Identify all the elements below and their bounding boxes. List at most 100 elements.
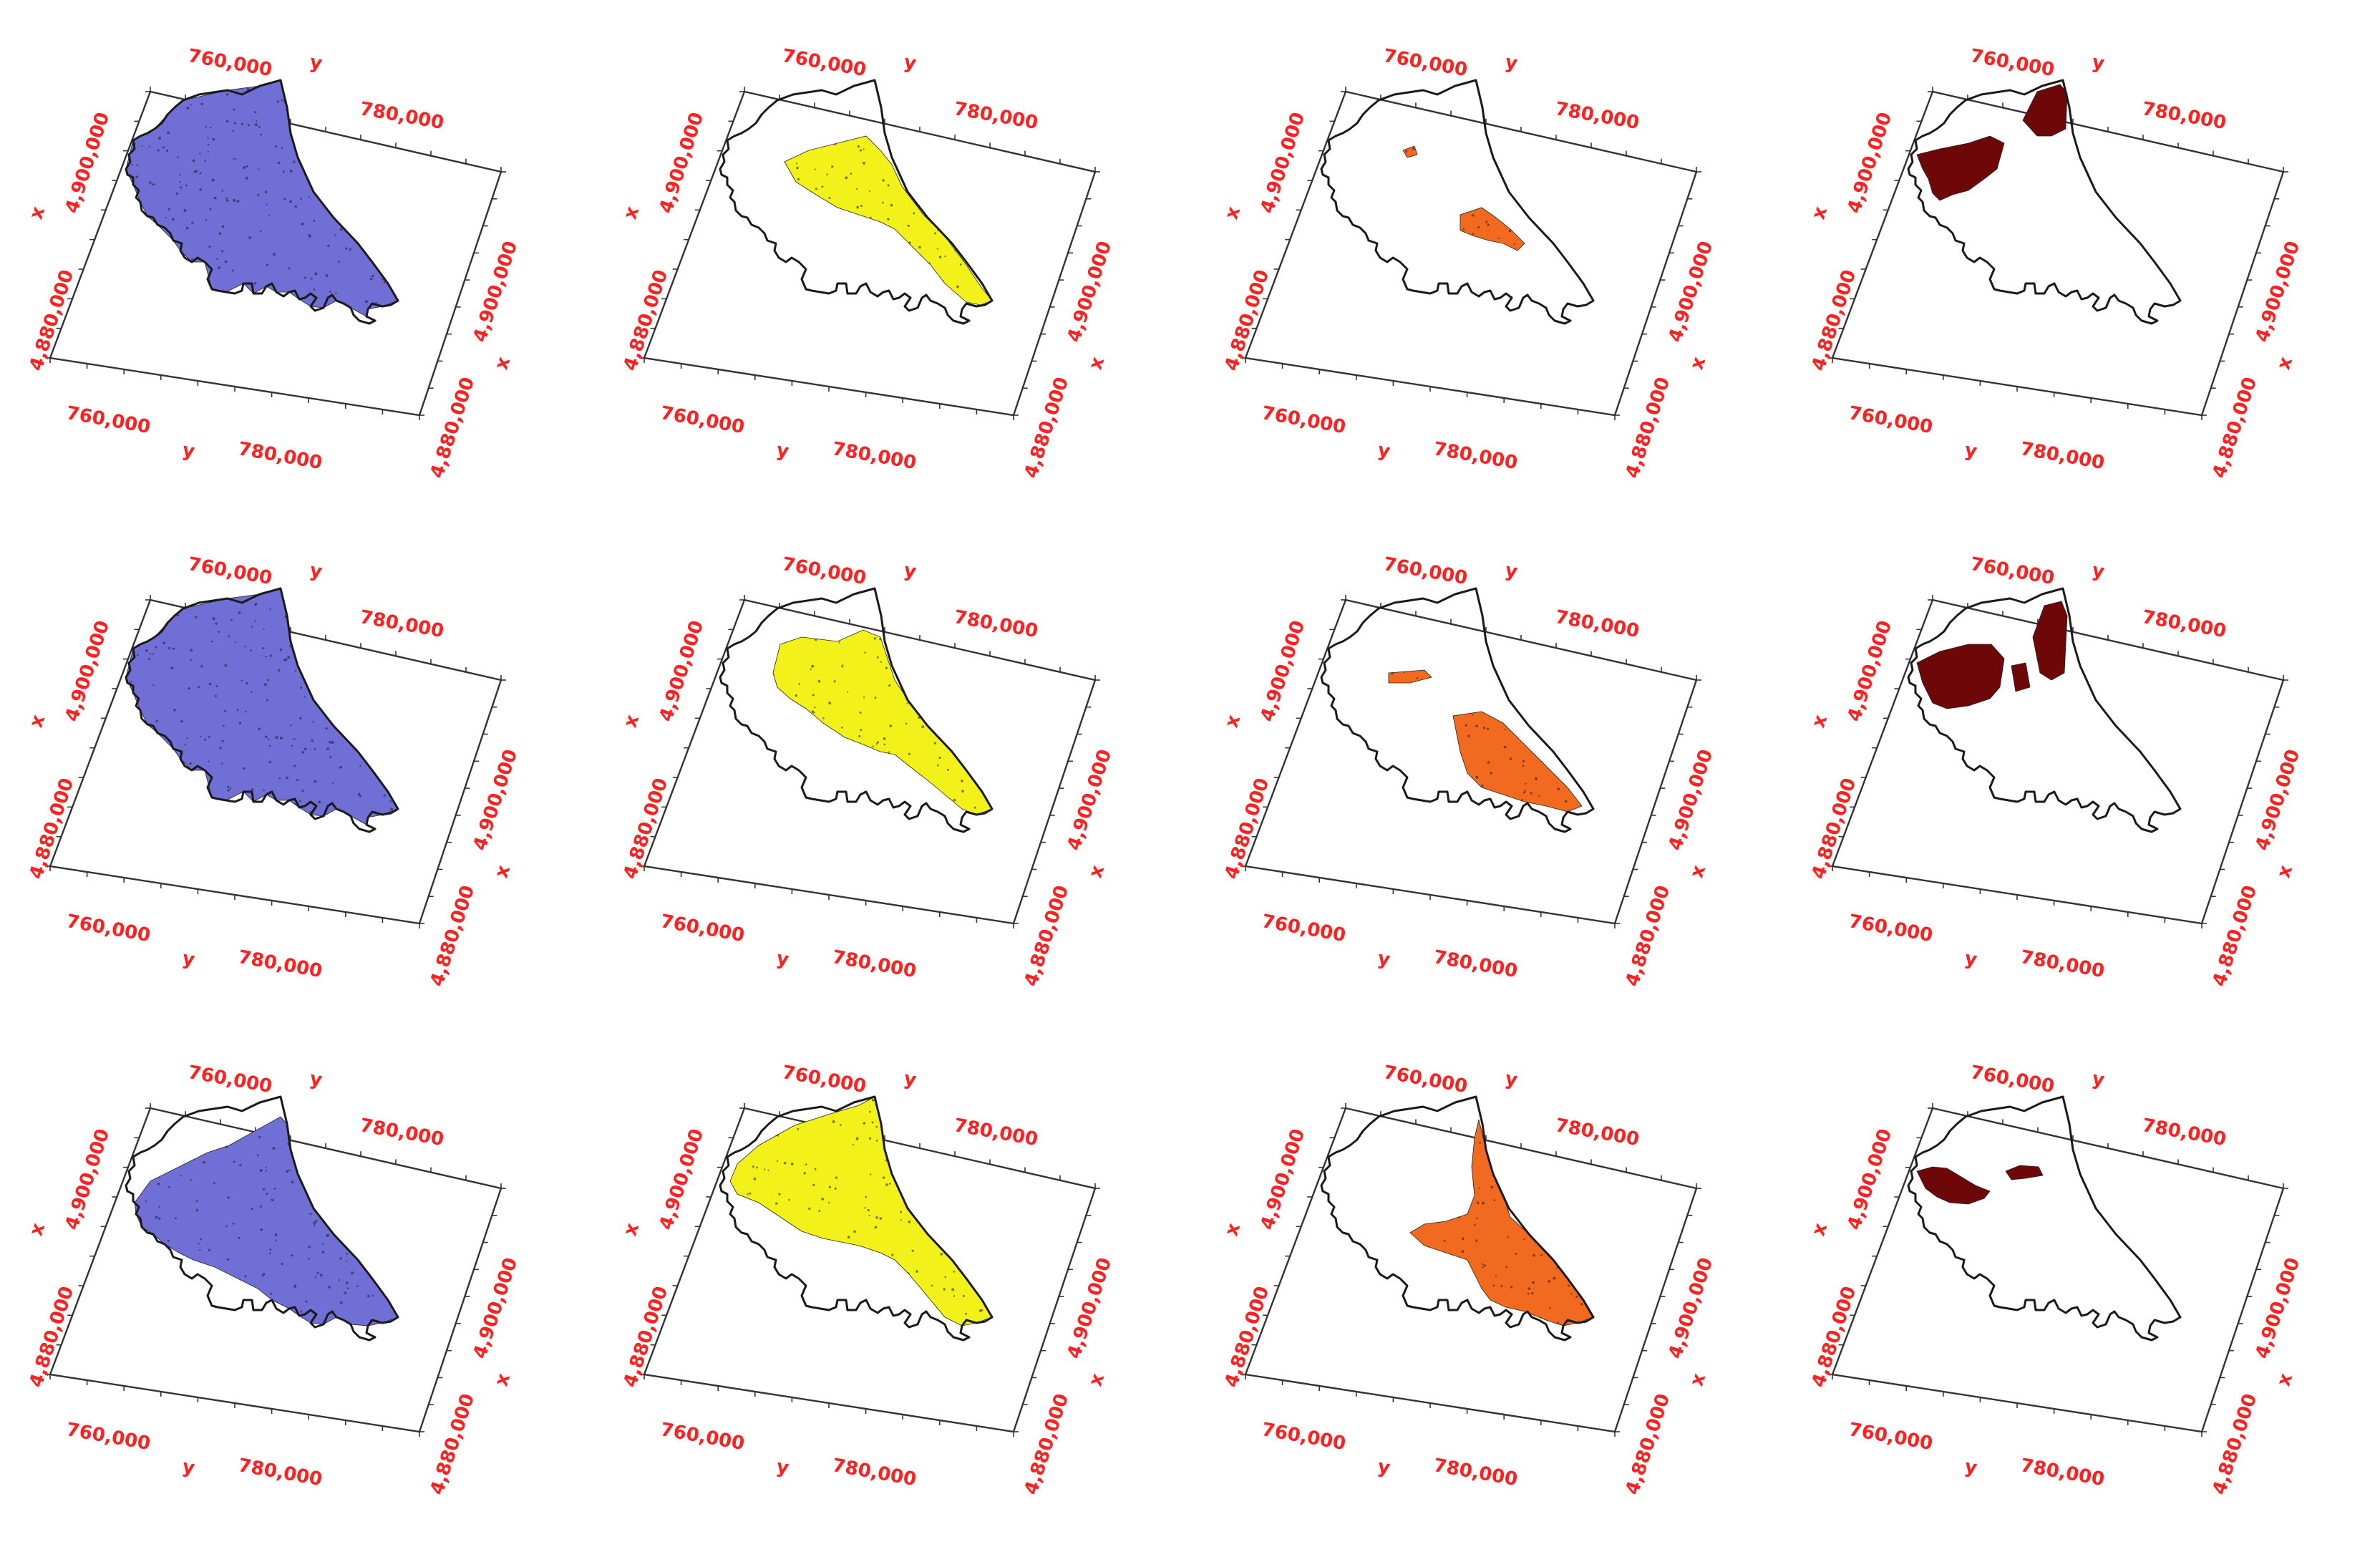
plot-frame — [45, 1103, 506, 1437]
tick-label-y-bottom-1: 760,000 — [659, 911, 746, 946]
map-panel-r2-c1: 760,000 y 780,000 4,900,000 x 4,880,000 760,00… — [14, 537, 609, 1049]
axis-letter-y-top: y — [1503, 1068, 1519, 1091]
map-svg: 760,000 y 780,000 4,900,000 x 4,880,000 760,00… — [1808, 45, 2305, 481]
map-svg: 760,000 y 780,000 4,900,000 x 4,880,000 760,00… — [620, 45, 1117, 481]
tick-label-y-top-2: 780,000 — [358, 606, 445, 642]
tick-label-y-top-2: 780,000 — [2140, 606, 2228, 642]
class-area-blue — [134, 1116, 399, 1326]
axis-letter-y-top: y — [308, 52, 324, 74]
map-panel-r2-c4: 760,000 y 780,000 4,900,000 x 4,880,000 760,00… — [1797, 537, 2380, 1049]
axis-letter-x-right: x — [1085, 1371, 1109, 1389]
tick-label-y-bottom-2: 780,000 — [830, 946, 918, 982]
region-outline — [1320, 1095, 1595, 1342]
map-svg: 760,000 y 780,000 4,900,000 x 4,880,000 760,00… — [1221, 553, 1718, 989]
tick-label-y-bottom-1: 760,000 — [1847, 1419, 1934, 1455]
tick-label-x-right-1: 4,880,000 — [1021, 1391, 1074, 1497]
region-outline — [719, 79, 994, 325]
axis-letter-x-right: x — [491, 863, 515, 881]
tick-label-x-left-2: 4,900,000 — [62, 618, 115, 724]
axis-letter-x-left: x — [26, 712, 50, 730]
axis-letter-y-bottom: y — [1963, 948, 1978, 971]
tick-label-y-bottom-1: 760,000 — [1847, 402, 1934, 438]
axis-letter-y-top: y — [308, 1068, 324, 1091]
tick-label-y-top-1: 760,000 — [780, 45, 868, 81]
tick-label-x-left-2: 4,900,000 — [1257, 618, 1310, 724]
plot-frame — [1827, 1103, 2288, 1437]
tick-label-x-right-2: 4,900,000 — [1665, 747, 1718, 853]
tick-label-y-top-2: 780,000 — [358, 1115, 445, 1150]
axis-letter-y-bottom: y — [1376, 440, 1391, 462]
axis-letter-y-bottom: y — [180, 948, 196, 971]
axis-letter-y-top: y — [2090, 560, 2106, 583]
tick-label-x-left-2: 4,900,000 — [656, 110, 709, 215]
map-svg: 760,000 y 780,000 4,900,000 x 4,880,000 760,00… — [620, 1062, 1117, 1498]
class-area-orange — [1388, 669, 1583, 813]
map-svg: 760,000 y 780,000 4,900,000 x 4,880,000 760,00… — [1808, 553, 2305, 989]
axis-letter-y-top: y — [902, 560, 918, 583]
tick-label-y-bottom-2: 780,000 — [236, 438, 324, 474]
map-svg: 760,000 y 780,000 4,900,000 x 4,880,000 760,00… — [620, 553, 1117, 989]
map-panel-r2-c2: 760,000 y 780,000 4,900,000 x 4,880,000 760,00… — [608, 537, 1203, 1049]
tick-label-y-bottom-2: 780,000 — [2019, 1455, 2106, 1490]
axis-letter-x-left: x — [620, 204, 644, 222]
region-outline — [1320, 79, 1595, 325]
tick-label-x-right-2: 4,900,000 — [2252, 1255, 2305, 1361]
map-panel-r1-c4: 760,000 y 780,000 4,900,000 x 4,880,000 760,00… — [1797, 29, 2380, 540]
axis-letter-x-left: x — [1808, 204, 1832, 222]
tick-label-x-right-1: 4,880,000 — [2209, 374, 2262, 480]
map-panel-r3-c2: 760,000 y 780,000 4,900,000 x 4,880,000 760,00… — [608, 1045, 1203, 1557]
axis-letter-y-top: y — [1503, 560, 1519, 583]
class-area-orange — [1402, 145, 1525, 251]
tick-label-x-right-1: 4,880,000 — [1021, 374, 1074, 480]
tick-label-y-top-2: 780,000 — [1553, 1115, 1641, 1150]
map-panel-r3-c4: 760,000 y 780,000 4,900,000 x 4,880,000 760,00… — [1797, 1045, 2380, 1557]
axis-letter-x-right: x — [2273, 1371, 2298, 1389]
tick-label-x-right-1: 4,880,000 — [1622, 374, 1675, 480]
axis-letter-y-bottom: y — [774, 1456, 790, 1479]
tick-label-x-right-1: 4,880,000 — [1622, 883, 1675, 989]
tick-label-y-top-2: 780,000 — [952, 606, 1039, 642]
tick-label-x-left-2: 4,900,000 — [1844, 110, 1897, 215]
axis-letter-y-bottom: y — [1376, 1456, 1391, 1479]
axis-letter-y-bottom: y — [1376, 948, 1391, 971]
axis-letter-x-right: x — [1686, 863, 1711, 881]
axis-letter-x-right: x — [1085, 354, 1109, 372]
tick-label-x-right-1: 4,880,000 — [427, 883, 480, 989]
tick-label-y-top-2: 780,000 — [952, 1115, 1039, 1150]
map-panel-r1-c3: 760,000 y 780,000 4,900,000 x 4,880,000 760,00… — [1210, 29, 1805, 540]
tick-label-y-bottom-2: 780,000 — [1432, 1455, 1519, 1490]
axis-letter-x-left: x — [620, 712, 644, 730]
axis-letter-y-bottom: y — [774, 948, 790, 971]
tick-label-y-top-1: 760,000 — [1381, 553, 1469, 589]
tick-label-x-left-2: 4,900,000 — [1844, 1126, 1897, 1232]
axis-letter-y-bottom: y — [180, 1456, 196, 1479]
map-svg: 760,000 y 780,000 4,900,000 x 4,880,000 760,00… — [26, 45, 523, 481]
plot-frame — [1240, 595, 1701, 928]
axis-letter-y-bottom: y — [774, 440, 790, 462]
tick-label-x-right-2: 4,900,000 — [1665, 238, 1718, 344]
tick-label-x-right-1: 4,880,000 — [1622, 1391, 1675, 1497]
tick-label-x-left-2: 4,900,000 — [1844, 618, 1897, 724]
tick-label-y-bottom-2: 780,000 — [1432, 946, 1519, 982]
tick-label-y-top-1: 760,000 — [780, 553, 868, 589]
tick-label-x-right-2: 4,900,000 — [2252, 238, 2305, 344]
tick-label-y-top-1: 760,000 — [186, 45, 273, 81]
tick-label-y-bottom-1: 760,000 — [659, 402, 746, 438]
axis-letter-y-top: y — [902, 1068, 918, 1091]
tick-label-x-right-2: 4,900,000 — [1665, 1255, 1718, 1361]
tick-label-y-bottom-2: 780,000 — [2019, 946, 2106, 982]
tick-label-x-right-2: 4,900,000 — [470, 238, 523, 344]
axis-letter-x-right: x — [1686, 1371, 1711, 1389]
tick-label-y-top-2: 780,000 — [2140, 1115, 2228, 1150]
axis-letter-y-top: y — [2090, 1068, 2106, 1091]
tick-label-y-top-1: 760,000 — [186, 1062, 273, 1097]
axis-letter-x-right: x — [491, 354, 515, 372]
axis-letter-y-bottom: y — [1963, 1456, 1978, 1479]
tick-label-x-right-1: 4,880,000 — [2209, 883, 2262, 989]
tick-label-y-bottom-1: 760,000 — [64, 911, 152, 946]
tick-label-x-right-1: 4,880,000 — [427, 1391, 480, 1497]
region-outline — [1907, 79, 2182, 325]
tick-label-x-left-2: 4,900,000 — [62, 1126, 115, 1232]
axis-letter-x-left: x — [26, 204, 50, 222]
